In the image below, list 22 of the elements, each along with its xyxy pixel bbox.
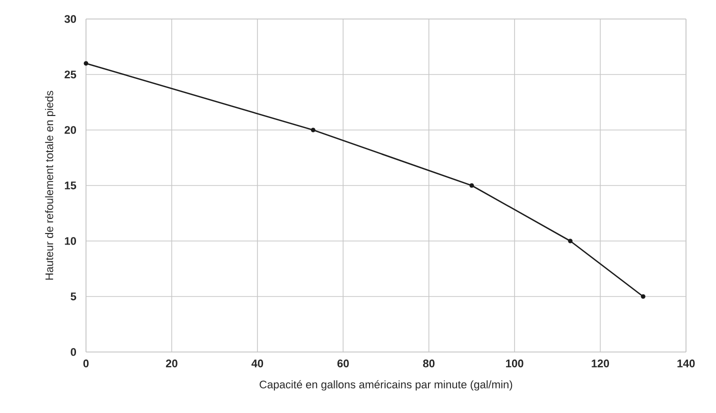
point bbox=[469, 183, 474, 188]
x-tick-label: 140 bbox=[678, 360, 695, 368]
x-tick-label: 60 bbox=[337, 360, 349, 368]
x-axis-title: Capacité en gallons américains par minute (gal/min) bbox=[260, 380, 512, 391]
x-tick-label: 40 bbox=[251, 360, 264, 368]
point bbox=[568, 238, 573, 244]
point bbox=[84, 61, 88, 66]
y-tick-label: 5 bbox=[70, 292, 76, 300]
y-tick-label: 30 bbox=[64, 15, 76, 23]
x-tick-label: 100 bbox=[506, 360, 524, 368]
x-tick-label: 80 bbox=[423, 360, 435, 368]
y-tick-label: 20 bbox=[64, 126, 76, 134]
x-tick-label: 120 bbox=[592, 360, 610, 368]
y-tick-label: 25 bbox=[64, 70, 76, 78]
point bbox=[310, 128, 316, 132]
point bbox=[640, 294, 646, 299]
x-tick-label: 0 bbox=[83, 360, 89, 368]
y-tick-label: 10 bbox=[64, 237, 76, 245]
y-axis-title: Hauteur de refoulement totale en pieds bbox=[45, 90, 56, 280]
y-tick-label: 15 bbox=[64, 182, 76, 190]
x-tick-label: 20 bbox=[166, 360, 178, 368]
y-tick-label: 0 bbox=[70, 348, 76, 356]
